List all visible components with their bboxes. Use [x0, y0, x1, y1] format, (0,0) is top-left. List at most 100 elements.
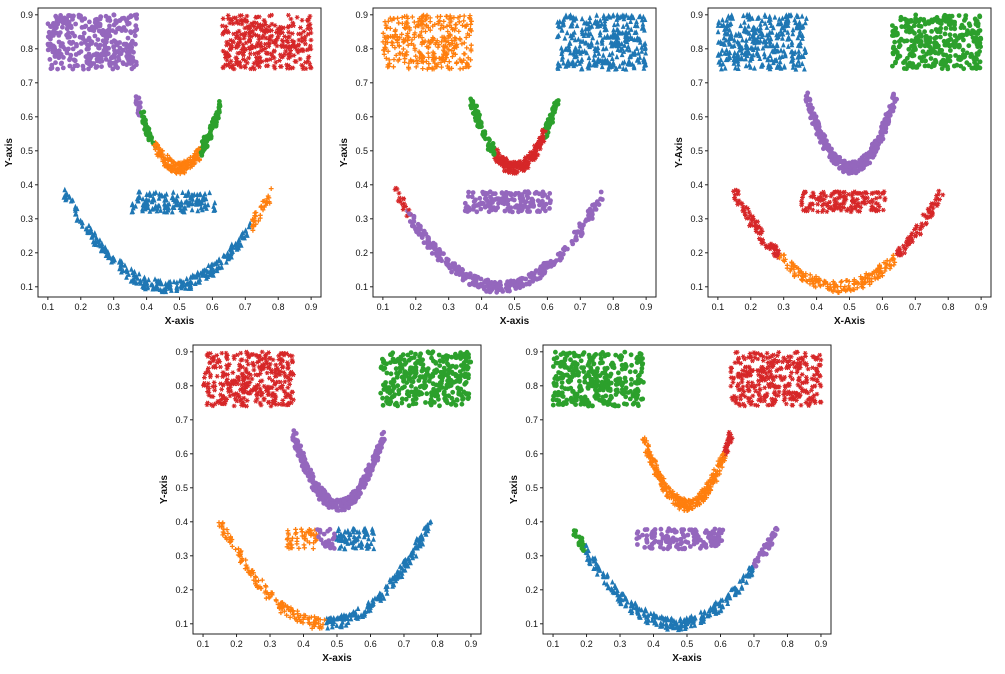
data-point-cluster-5: [184, 281, 189, 287]
data-point-cluster-1: [212, 387, 217, 393]
data-point-cluster-1: [208, 402, 214, 407]
data-point-cluster-1: [789, 39, 795, 45]
data-point-cluster-5: [129, 266, 134, 272]
data-point-cluster-3: [834, 161, 840, 166]
data-point-cluster-4: [477, 201, 482, 207]
data-point-cluster-2: [620, 65, 626, 71]
data-point-cluster-3: [153, 141, 159, 146]
data-point-cluster-1: [249, 388, 255, 393]
data-point-cluster-1: [797, 20, 803, 27]
data-point-cluster-5: [205, 273, 211, 279]
data-point-cluster-1: [114, 42, 120, 48]
data-point-cluster-5: [902, 250, 907, 256]
data-point-cluster-2: [605, 34, 611, 40]
data-point-cluster-2: [614, 26, 620, 33]
data-point-cluster-2: [272, 41, 278, 46]
data-point-cluster-1: [244, 398, 250, 403]
data-point-cluster-5: [593, 207, 599, 212]
data-point-cluster-3: [511, 159, 517, 165]
data-point-cluster-1: [245, 383, 251, 388]
data-point-cluster-5: [884, 258, 890, 263]
data-point-cluster-5: [177, 277, 183, 283]
data-point-cluster-5: [760, 237, 765, 243]
data-point-cluster-1: [468, 26, 473, 32]
data-point-cluster-1: [251, 367, 257, 373]
data-point-cluster-2: [586, 54, 592, 61]
data-point-cluster-3: [532, 143, 537, 149]
data-point-cluster-1: [285, 385, 291, 391]
data-point-cluster-3: [479, 124, 484, 129]
data-point-cluster-3: [188, 155, 193, 160]
data-point-cluster-5: [137, 278, 143, 285]
data-point-cluster-3: [175, 168, 180, 174]
data-point-cluster-3: [184, 157, 190, 163]
data-point-cluster-2: [975, 31, 981, 36]
data-point-cluster-3: [472, 115, 478, 121]
data-point-cluster-1: [422, 17, 428, 23]
data-point-cluster-2: [600, 45, 606, 52]
data-point-cluster-5: [560, 251, 566, 257]
data-point-cluster-1: [385, 48, 391, 54]
data-point-cluster-4: [528, 200, 533, 206]
data-point-cluster-2: [642, 45, 648, 52]
data-point-cluster-5: [166, 279, 172, 285]
data-point-cluster-2: [266, 43, 272, 49]
data-point-cluster-5: [250, 227, 256, 233]
x-tick-label: 0.5: [173, 302, 186, 312]
data-point-cluster-1: [449, 48, 455, 54]
data-point-cluster-1: [395, 40, 400, 45]
data-point-cluster-5: [829, 287, 835, 293]
data-point-cluster-1: [265, 392, 271, 398]
data-point-cluster-2: [594, 12, 600, 18]
data-point-cluster-3: [499, 161, 505, 167]
data-point-cluster-5: [863, 271, 869, 277]
data-point-cluster-1: [447, 20, 453, 26]
data-point-cluster-4: [137, 189, 143, 195]
data-point-cluster-2: [923, 58, 928, 64]
data-point-cluster-2: [922, 43, 928, 49]
data-point-cluster-1: [205, 353, 211, 359]
y-tick-label: 0.1: [355, 282, 368, 292]
data-point-cluster-2: [231, 31, 237, 37]
data-point-cluster-5: [244, 231, 250, 237]
data-point-cluster-3: [134, 95, 140, 100]
data-point-cluster-1: [755, 33, 761, 40]
data-point-cluster-2: [298, 31, 304, 37]
data-point-cluster-1: [259, 356, 264, 362]
data-point-cluster-1: [206, 365, 211, 371]
data-point-cluster-1: [266, 400, 271, 406]
scatter-points: [201, 349, 474, 631]
data-point-cluster-2: [555, 64, 560, 70]
data-point-cluster-1: [720, 17, 725, 23]
data-point-cluster-1: [749, 53, 754, 59]
data-point-cluster-1: [58, 15, 64, 21]
x-tick-label: 0.9: [640, 302, 653, 312]
data-point-cluster-1: [438, 26, 443, 32]
data-point-cluster-4: [144, 191, 150, 197]
data-point-cluster-2: [958, 34, 963, 39]
data-point-cluster-2: [939, 48, 945, 53]
data-point-cluster-3: [547, 112, 553, 118]
data-point-cluster-1: [780, 31, 786, 37]
data-point-cluster-1: [278, 351, 284, 357]
data-point-cluster-3: [543, 134, 549, 140]
data-point-cluster-4: [490, 191, 496, 197]
data-point-cluster-1: [732, 37, 737, 43]
data-point-cluster-4: [182, 199, 188, 205]
data-point-cluster-3: [524, 164, 530, 170]
data-point-cluster-3: [817, 128, 823, 134]
data-point-cluster-1: [431, 66, 437, 72]
data-point-cluster-5: [452, 261, 457, 266]
data-point-cluster-1: [56, 48, 62, 54]
data-point-cluster-1: [64, 26, 70, 32]
data-point-cluster-2: [641, 65, 647, 71]
data-point-cluster-2: [587, 24, 593, 30]
data-point-cluster-2: [223, 24, 229, 30]
data-point-cluster-2: [922, 29, 927, 35]
data-point-cluster-5: [449, 265, 455, 270]
data-point-cluster-4: [503, 195, 509, 201]
data-point-cluster-1: [774, 35, 780, 41]
data-point-cluster-3: [807, 108, 813, 113]
y-tick-label: 0.2: [20, 248, 33, 258]
data-point-cluster-4: [170, 189, 176, 195]
